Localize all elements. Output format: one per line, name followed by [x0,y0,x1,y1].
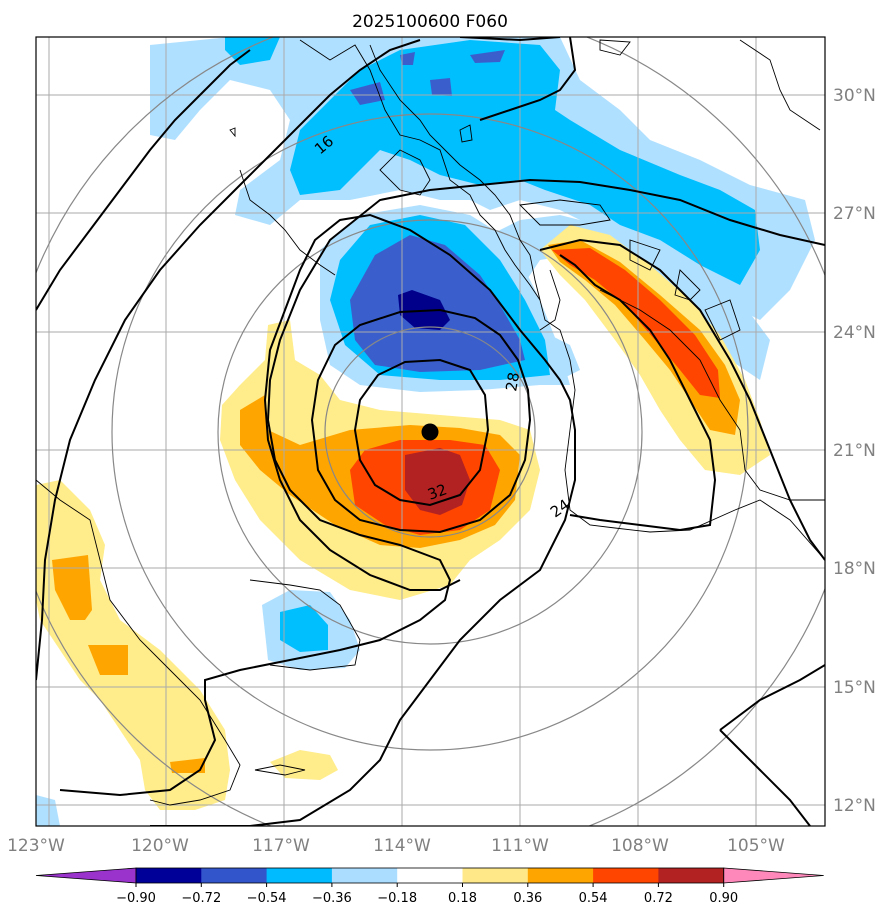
colorbar-segment [593,868,659,883]
colorbar-segment [527,868,594,883]
contour-label-28: 28 [502,371,523,393]
colorbar-segment [397,868,463,883]
lon-label: 123°W [7,836,65,856]
colorbar: −0.90 −0.72 −0.54 −0.36 −0.18 0.18 0.36 0.54 0.7… [35,867,824,906]
lon-label: 111°W [491,836,549,856]
contour-label-32: 32 [425,480,449,503]
contour-east-1 [719,664,825,731]
colorbar-tick-label: 0.54 [579,891,608,906]
shade-orange-west [52,555,92,620]
contour-24 [150,213,576,826]
shade-orange-west-2 [88,645,128,675]
contour-24-east [559,254,717,532]
shade-blue-north-3 [400,52,415,65]
contour-outer-west [36,49,251,311]
shade-dark-red-central [405,448,470,515]
colorbar-tick-label: 0.90 [709,891,738,906]
map-area: 16 28 32 24 [36,37,825,826]
colorbar-frame [135,867,725,884]
lon-label: 120°W [131,836,189,856]
lat-label: 15°N [833,678,876,698]
lat-label: 30°N [833,86,876,106]
contour-28 [310,308,532,534]
graticule [36,37,825,826]
contour-16 [36,39,421,681]
contour-north-east [459,37,561,42]
lon-label: 117°W [252,836,310,856]
colorbar-tick-label: 0.18 [448,891,477,906]
contour-east-2 [719,729,811,826]
lat-label: 27°N [833,204,876,224]
colorbar-tick-label: −0.18 [377,891,417,906]
colorbar-tick-label: −0.54 [247,891,287,906]
contour-24-gulf [539,238,825,561]
colorbar-segment [201,868,268,883]
shade-blue-north-2 [430,78,452,96]
colorbar-tick-label: −0.72 [181,891,221,906]
colorbar-segment [331,868,398,883]
map-frame [35,36,826,827]
contour-20 [59,178,825,797]
colorbar-segment [136,868,202,883]
colorbar-extend-high [723,867,824,884]
lon-label: 105°W [727,836,785,856]
lat-label: 21°N [833,441,876,461]
lon-label: 108°W [611,836,669,856]
shade-light-blue-corner [36,795,60,826]
lon-label: 114°W [373,836,431,856]
shade-orange-gulf [548,240,740,435]
shade-yellow-small [270,750,338,780]
lat-label: 12°N [833,796,876,816]
height-contours [36,37,825,826]
colorbar-segment [462,868,529,883]
colorbar-tick-label: −0.90 [116,891,156,906]
colorbar-segment [266,868,333,883]
colorbar-tick-label: −0.36 [312,891,352,906]
map-title: 2025100600 F060 [352,12,508,32]
colorbar-tick-label: 0.72 [644,891,673,906]
shade-cyan-south [280,605,328,652]
lat-label: 18°N [833,559,876,579]
contour-32 [353,358,490,507]
lat-labels: 30°N 27°N 24°N 21°N 18°N 15°N 12°N [833,86,876,816]
colorbar-extend-low [35,867,137,884]
contour-north-2 [479,37,577,121]
storm-center-marker [421,423,439,441]
lat-label: 24°N [833,323,876,343]
colorbar-tick-label: 0.36 [513,891,542,906]
shade-blue-north-4 [470,50,505,63]
shade-red-orange-gulf [552,248,720,398]
shade-orange-small [170,758,205,773]
coastlines [36,39,825,806]
colorbar-segment [658,868,725,883]
lon-labels: 123°W 120°W 117°W 114°W 111°W 108°W 105°… [7,836,785,856]
shade-cyan-north [290,40,760,285]
range-rings [36,37,825,826]
